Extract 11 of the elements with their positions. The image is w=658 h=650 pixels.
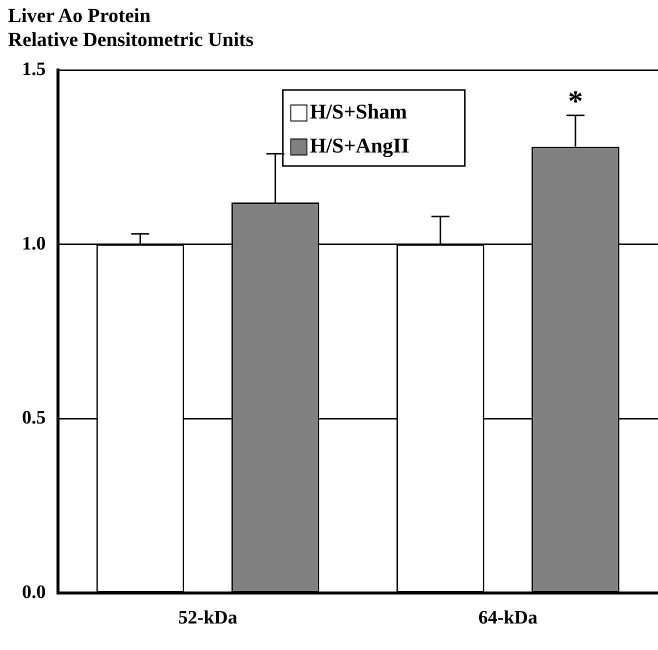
y-tick-label: 0.0 (22, 582, 46, 604)
y-tick-label: 1.5 (22, 58, 46, 80)
x-tick-label: 52-kDa (178, 608, 238, 629)
legend-label: H/S+Sham (310, 99, 408, 124)
y-tick-label: 1.0 (22, 233, 46, 254)
y-axis-title: Relative Densitometric Units (8, 28, 254, 52)
annotation: * (568, 85, 583, 118)
y-tick-label: 0.5 (22, 408, 46, 429)
x-tick-label: 64-kDa (478, 608, 538, 629)
legend-label: H/S+AngII (310, 133, 410, 158)
chart-title: Liver Ao Protein (8, 4, 152, 28)
